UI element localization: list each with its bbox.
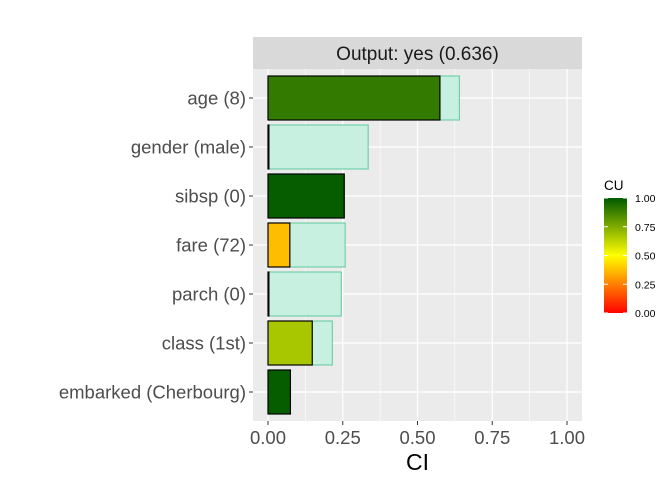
y-tick-label: sibsp (0) [175,186,246,207]
ci-bar [267,124,369,170]
x-axis: 0.00 0.25 0.50 0.75 1.00 [250,421,585,448]
x-tick-label: 0.75 [474,427,510,448]
cu-bar [267,320,313,366]
x-tick-label: 1.00 [549,427,585,448]
y-axis: age (8) gender (male) sibsp (0) fare (72) pa… [59,88,253,403]
legend-tick-label: 0.00 [635,308,656,320]
y-tick-label: class (1st) [162,333,246,354]
legend-tick-label: 0.75 [635,222,656,234]
y-tick-label: parch (0) [172,284,246,305]
x-tick-label: 0.50 [399,427,435,448]
cu-bar [267,222,291,268]
cu-bar [267,75,441,121]
legend-tick-label: 1.00 [635,193,656,205]
cu-bar [267,124,270,170]
x-tick-label: 0.00 [250,427,286,448]
legend-tick-label: 0.25 [635,279,656,291]
facet-strip-title: Output: yes (0.636) [336,44,499,65]
y-tick-label: embarked (Cherbourg) [59,382,246,403]
x-axis-title: CI [406,449,429,475]
facet-strip [253,37,582,69]
y-tick-label: fare (72) [176,235,246,256]
bars-group [267,75,460,415]
cu-bar [267,369,292,415]
legend-colorbar [604,198,627,313]
legend-title: CU [604,178,624,193]
ci-bar [267,271,342,317]
cu-legend: CU 1.00 0.75 0.50 0.25 0.00 [604,178,656,320]
cu-bar [267,271,270,317]
legend-ticks: 1.00 0.75 0.50 0.25 0.00 [604,193,656,320]
y-tick-label: gender (male) [131,137,246,158]
x-tick-label: 0.25 [325,427,361,448]
y-tick-label: age (8) [187,88,246,109]
cu-bar [267,173,345,219]
legend-tick-label: 0.50 [635,251,656,263]
